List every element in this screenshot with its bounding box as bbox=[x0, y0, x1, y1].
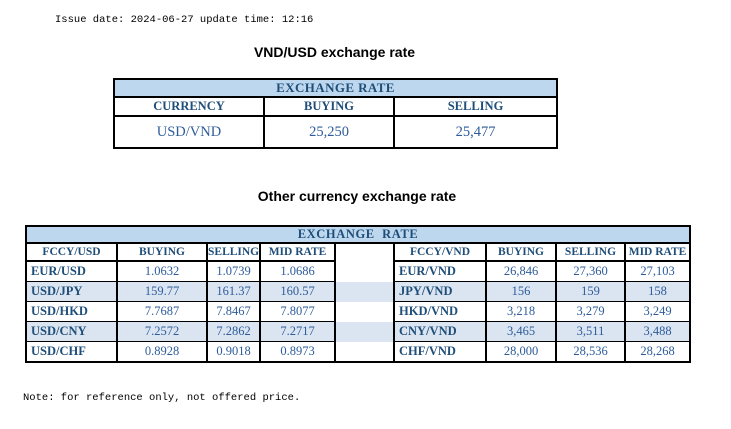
usd-table-header-row: CURRENCY BUYING SELLING bbox=[113, 96, 559, 117]
col-fccy-usd: FCCY/USD bbox=[25, 242, 118, 262]
vnd-usd-rate-table: EXCHANGE RATE CURRENCY BUYING SELLING US… bbox=[112, 78, 559, 149]
rate-cell: 3,465 bbox=[485, 321, 557, 342]
other-table-banner: EXCHANGE RATE bbox=[24, 225, 692, 244]
other-table-banner-row: EXCHANGE RATE bbox=[24, 225, 692, 244]
rate-cell: 7.2572 bbox=[116, 321, 208, 342]
rate-cell: 0.8928 bbox=[116, 341, 208, 363]
gap-cell bbox=[335, 261, 394, 282]
usd-col-selling: SELLING bbox=[392, 96, 559, 117]
pair-cell: HKD/VND bbox=[393, 301, 487, 322]
rate-cell: 1.0739 bbox=[206, 260, 261, 282]
gap-cell bbox=[335, 302, 394, 322]
rate-cell: 27,360 bbox=[555, 260, 626, 282]
pair-cell: USD/CNY bbox=[25, 321, 118, 342]
rate-cell: 28,268 bbox=[623, 341, 692, 363]
usd-vnd-buying-cell: 25,250 bbox=[263, 115, 395, 149]
note-text: Note: for reference only, not offered pr… bbox=[23, 392, 301, 404]
pair-cell: USD/CHF bbox=[25, 341, 118, 363]
rate-cell: 26,846 bbox=[485, 260, 557, 282]
col-fccy-vnd: FCCY/VND bbox=[393, 242, 487, 262]
rate-cell: 7.8467 bbox=[206, 301, 261, 322]
rate-cell: 27,103 bbox=[623, 260, 692, 282]
rate-cell: 0.9018 bbox=[206, 341, 261, 363]
rate-cell: 3,511 bbox=[555, 321, 626, 342]
rate-row-jpy: USD/JPY 159.77 161.37 160.57 JPY/VND 156… bbox=[25, 281, 692, 302]
pair-cell: USD/JPY bbox=[25, 281, 118, 302]
gap-header-cell bbox=[334, 242, 395, 261]
rate-row-eur: EUR/USD 1.0632 1.0739 1.0686 EUR/VND 26,… bbox=[25, 260, 692, 282]
rate-cell: 159 bbox=[555, 281, 626, 302]
rate-cell: 3,249 bbox=[623, 301, 692, 322]
rate-cell: 3,488 bbox=[623, 321, 692, 342]
pair-cell: JPY/VND bbox=[393, 281, 487, 302]
pair-cell: USD/HKD bbox=[25, 301, 118, 322]
rate-row-cny: USD/CNY 7.2572 7.2862 7.2717 CNY/VND 3,4… bbox=[25, 321, 692, 342]
rate-row-hkd: USD/HKD 7.7687 7.8467 7.8077 HKD/VND 3,2… bbox=[25, 301, 692, 322]
rate-cell: 3,218 bbox=[485, 301, 557, 322]
other-currency-rate-table: EXCHANGE RATE FCCY/USD BUYING SELLING MI… bbox=[24, 225, 692, 363]
other-currency-section-title: Other currency exchange rate bbox=[257, 188, 457, 204]
col-usd-midrate: MID RATE bbox=[259, 242, 336, 262]
col-usd-selling: SELLING bbox=[206, 242, 261, 262]
gap-cell bbox=[335, 342, 394, 363]
rate-row-chf: USD/CHF 0.8928 0.9018 0.8973 CHF/VND 28,… bbox=[25, 341, 692, 363]
other-table-header-row: FCCY/USD BUYING SELLING MID RATE FCCY/VN… bbox=[25, 242, 692, 262]
rate-cell: 1.0686 bbox=[259, 260, 336, 282]
pair-cell: CHF/VND bbox=[393, 341, 487, 363]
usd-table-banner: EXCHANGE RATE bbox=[112, 78, 559, 98]
usd-table-banner-row: EXCHANGE RATE bbox=[112, 78, 559, 98]
rate-cell: 160.57 bbox=[259, 281, 336, 302]
rate-cell: 28,536 bbox=[555, 341, 626, 363]
col-vnd-buying: BUYING bbox=[485, 242, 557, 262]
pair-cell: EUR/USD bbox=[25, 260, 118, 282]
gap-cell bbox=[335, 322, 394, 342]
rate-cell: 161.37 bbox=[206, 281, 261, 302]
issue-date-text: Issue date: 2024-06-27 update time: 12:1… bbox=[55, 14, 314, 26]
rate-cell: 158 bbox=[623, 281, 692, 302]
rate-cell: 7.8077 bbox=[259, 301, 336, 322]
rate-cell: 7.2862 bbox=[206, 321, 261, 342]
rate-cell: 156 bbox=[485, 281, 557, 302]
rate-cell: 1.0632 bbox=[116, 260, 208, 282]
usd-table-data-row: USD/VND 25,250 25,477 bbox=[113, 115, 559, 149]
vnd-usd-section-title: VND/USD exchange rate bbox=[253, 44, 416, 60]
usd-col-buying: BUYING bbox=[263, 96, 395, 117]
pair-cell: EUR/VND bbox=[393, 260, 487, 282]
rate-cell: 28,000 bbox=[485, 341, 557, 363]
col-vnd-selling: SELLING bbox=[555, 242, 626, 262]
col-vnd-midrate: MID RATE bbox=[623, 242, 692, 262]
pair-cell: CNY/VND bbox=[393, 321, 487, 342]
col-usd-buying: BUYING bbox=[116, 242, 208, 262]
rate-cell: 7.2717 bbox=[259, 321, 336, 342]
usd-vnd-pair-cell: USD/VND bbox=[113, 115, 265, 149]
rate-cell: 3,279 bbox=[555, 301, 626, 322]
rate-cell: 0.8973 bbox=[259, 341, 336, 363]
usd-col-currency: CURRENCY bbox=[113, 96, 265, 117]
gap-cell bbox=[335, 282, 394, 302]
usd-vnd-selling-cell: 25,477 bbox=[392, 115, 559, 149]
rate-cell: 159.77 bbox=[116, 281, 208, 302]
rate-cell: 7.7687 bbox=[116, 301, 208, 322]
